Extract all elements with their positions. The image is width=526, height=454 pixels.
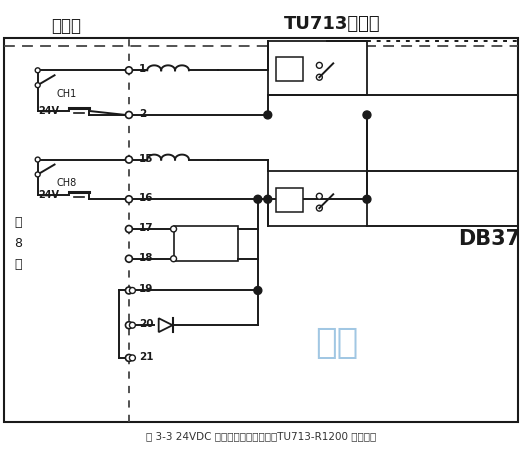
Circle shape	[316, 205, 322, 211]
Text: 24V: 24V	[38, 190, 59, 200]
Circle shape	[126, 156, 133, 163]
Text: 16: 16	[139, 193, 154, 203]
Text: 18: 18	[139, 253, 154, 263]
Text: 20: 20	[139, 319, 154, 329]
Circle shape	[129, 322, 135, 328]
Circle shape	[126, 226, 133, 232]
Text: 1: 1	[139, 64, 146, 74]
Bar	[276, 57, 304, 81]
Circle shape	[254, 195, 262, 203]
Circle shape	[35, 172, 40, 177]
Circle shape	[254, 286, 262, 295]
Circle shape	[126, 355, 133, 361]
Circle shape	[35, 157, 40, 162]
Circle shape	[264, 111, 272, 119]
Circle shape	[363, 195, 371, 203]
Text: CH1: CH1	[56, 89, 77, 99]
Circle shape	[129, 355, 135, 361]
Bar	[268, 172, 367, 226]
Text: 现场侧: 现场侧	[52, 17, 82, 35]
Text: 15: 15	[139, 153, 154, 163]
Polygon shape	[159, 318, 173, 332]
Text: CH8: CH8	[56, 178, 77, 188]
Circle shape	[35, 83, 40, 88]
Circle shape	[126, 112, 133, 118]
Bar	[4, 38, 518, 422]
Text: 2: 2	[139, 109, 146, 119]
Bar	[276, 188, 304, 212]
Text: DB37: DB37	[458, 229, 520, 249]
Circle shape	[126, 287, 133, 294]
Circle shape	[35, 68, 40, 73]
Circle shape	[126, 196, 133, 202]
Circle shape	[129, 287, 135, 293]
Bar	[268, 40, 367, 95]
Text: TU713端子板: TU713端子板	[284, 15, 380, 33]
Circle shape	[316, 62, 322, 68]
Text: 前
8
路: 前 8 路	[14, 217, 22, 271]
Text: 海川: 海川	[316, 326, 359, 360]
Text: 19: 19	[139, 285, 153, 295]
Text: 图 3-3 24VDC 有源触点信号接线图（TU713-R1200 端子板）: 图 3-3 24VDC 有源触点信号接线图（TU713-R1200 端子板）	[146, 431, 376, 441]
Text: 24V: 24V	[38, 106, 59, 116]
Circle shape	[170, 226, 177, 232]
Circle shape	[126, 255, 133, 262]
Text: 17: 17	[139, 223, 154, 233]
Circle shape	[363, 111, 371, 119]
Circle shape	[264, 195, 272, 203]
Bar	[174, 226, 238, 261]
Circle shape	[126, 67, 133, 74]
Circle shape	[316, 193, 322, 199]
Text: 21: 21	[139, 352, 154, 362]
Circle shape	[170, 256, 177, 262]
Circle shape	[126, 322, 133, 329]
Circle shape	[316, 74, 322, 80]
